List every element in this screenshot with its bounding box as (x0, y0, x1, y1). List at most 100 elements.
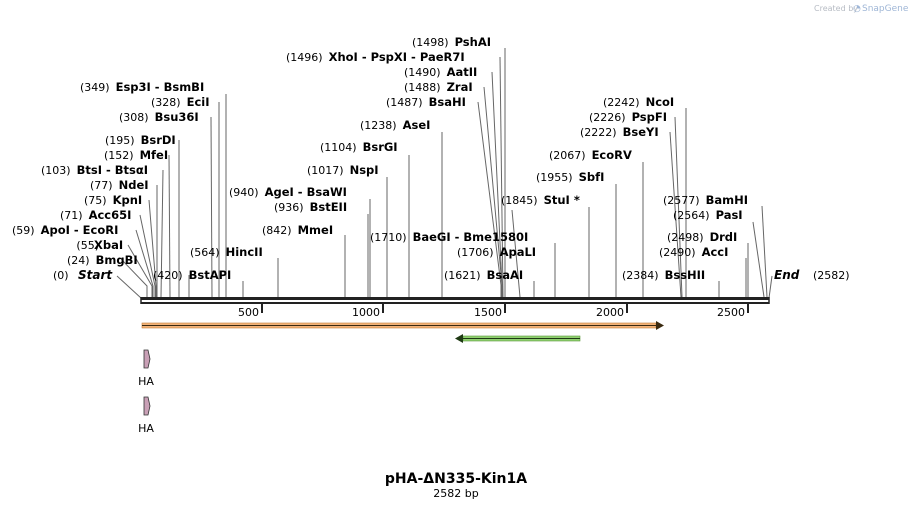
enzyme-name: StuI * (544, 193, 580, 207)
enzyme-name: BssHII (665, 268, 706, 282)
enzyme-position: (24) (67, 254, 90, 267)
svg-text:(24)BmgBI: (24) BmgBI (67, 253, 138, 267)
enzyme-position: (2222) (580, 126, 617, 139)
enzyme-name: BamHI (706, 193, 748, 207)
leader-line (674, 116, 683, 298)
svg-text:(1104)BsrGI: (1104) BsrGI (320, 140, 398, 154)
ha-feature-marker (143, 349, 151, 369)
snapgene-credit: Created by ◔ SnapGene (814, 4, 909, 14)
enzyme-name: Esp3I - BsmBI (116, 80, 205, 94)
svg-text:(1488)ZraI: (1488) ZraI (404, 80, 473, 94)
ha-feature[interactable]: HA (138, 396, 154, 435)
scale-ticks: 500 1000 1500 2000 2500 (238, 304, 749, 319)
enzyme-labels: (24) BmgBI (55) XbaI (59) ApoI - EcoRI (71… (12, 35, 748, 282)
leader-line (160, 169, 164, 298)
svg-text:(1017)NspI: (1017) NspI (307, 163, 379, 177)
enzyme-position: (936) (274, 201, 304, 214)
ha-feature-marker (143, 396, 151, 416)
svg-text:(2226)PspFI: (2226) PspFI (589, 110, 667, 124)
svg-text:(71)Acc65I: (71) Acc65I (60, 208, 131, 222)
enzyme-name: EciI (187, 95, 210, 109)
enzyme-position: (195) (105, 134, 135, 147)
svg-text:(2242)NcoI: (2242) NcoI (603, 95, 674, 109)
svg-text:(420)BstAPI: (420) BstAPI (153, 268, 231, 282)
enzyme-position: (328) (151, 96, 181, 109)
svg-text:(2498)DrdI: (2498) DrdI (667, 230, 737, 244)
enzyme-name: DrdI (710, 230, 738, 244)
enzyme-position: (2067) (549, 149, 586, 162)
enzyme-name: KpnI (113, 193, 143, 207)
enzyme-position: (77) (90, 179, 113, 192)
enzyme-name: BstEII (310, 200, 348, 214)
leader-lines (121, 48, 768, 298)
enzyme-name: BsrDI (141, 133, 176, 147)
enzyme-name: BsaAI (487, 268, 524, 282)
enzyme-name: BseYI (623, 125, 659, 139)
leader-line (752, 221, 765, 298)
enzyme-name: MfeI (140, 148, 169, 162)
enzyme-name: ApaLI (500, 245, 537, 259)
tick-label: 500 (238, 306, 259, 319)
leader-line (210, 116, 213, 298)
svg-text:(936)BstEII: (936) BstEII (274, 200, 347, 214)
enzyme-name: XbaI (94, 238, 123, 252)
svg-text:(195)BsrDI: (195) BsrDI (105, 133, 176, 147)
enzyme-name: NcoI (646, 95, 675, 109)
orange-feature-arrow[interactable] (141, 321, 664, 330)
enzyme-position: (1238) (360, 119, 397, 132)
enzyme-position: (2384) (622, 269, 659, 282)
leader-line (148, 199, 157, 297)
svg-text:(59)ApoI - EcoRI: (59) ApoI - EcoRI (12, 223, 118, 237)
svg-text:(2564)PasI: (2564) PasI (673, 208, 743, 222)
svg-text:(2222)BseYI: (2222) BseYI (580, 125, 659, 139)
end-label: End (774, 268, 800, 282)
enzyme-position: (1490) (404, 66, 441, 79)
svg-text:(1710)BaeGI - Bme1580I: (1710) BaeGI - Bme1580I (370, 230, 528, 244)
enzyme-position: (1017) (307, 164, 344, 177)
enzyme-name: AgeI - BsaWI (265, 185, 347, 199)
enzyme-name: SbfI (579, 170, 605, 184)
feature-label: HA (138, 375, 154, 388)
enzyme-position: (1621) (444, 269, 481, 282)
credit-brand: SnapGene (862, 4, 909, 14)
enzyme-position: (1487) (386, 96, 423, 109)
enzyme-position: (1955) (536, 171, 573, 184)
enzyme-position: (2498) (667, 231, 704, 244)
leader-line (499, 56, 504, 298)
plasmid-name: pHA-ΔN335-Kin1A (385, 471, 527, 487)
svg-text:(152)MfeI: (152) MfeI (104, 148, 168, 162)
svg-text:(349)Esp3I - BsmBI: (349) Esp3I - BsmBI (80, 80, 204, 94)
svg-text:(328)EciI: (328) EciI (151, 95, 210, 109)
leader-line (761, 205, 768, 298)
enzyme-position: (1496) (286, 51, 323, 64)
svg-text:(1621)BsaAI: (1621) BsaAI (444, 268, 523, 282)
enzyme-position: (2490) (659, 246, 696, 259)
enzyme-name: Bsu36I (155, 110, 199, 124)
start-label: Start (78, 268, 113, 282)
end-terminal: End (2582) (768, 268, 850, 299)
enzyme-name: BmgBI (96, 253, 138, 267)
svg-text:(2384)BssHII: (2384) BssHII (622, 268, 705, 282)
enzyme-name: HincII (226, 245, 263, 259)
enzyme-position: (1498) (412, 36, 449, 49)
credit-prefix: Created by (814, 4, 858, 13)
enzyme-name: BstAPI (189, 268, 232, 282)
enzyme-name: AseI (403, 118, 431, 132)
enzyme-name: BsrGI (363, 140, 398, 154)
svg-text:(1845)StuI *: (1845) StuI * (501, 193, 580, 207)
enzyme-name: AatII (447, 65, 478, 79)
green-feature-arrow[interactable] (455, 334, 581, 343)
tick-label: 2000 (596, 306, 624, 319)
enzyme-position: (1845) (501, 194, 538, 207)
snapgene-logo-icon: ◔ (853, 4, 861, 14)
enzyme-name: PspFI (632, 110, 667, 124)
leader-line (127, 244, 153, 297)
leader-line (135, 229, 154, 297)
enzyme-name: ApoI - EcoRI (41, 223, 119, 237)
leader-line (483, 86, 503, 297)
end-position: (2582) (813, 269, 850, 282)
ha-feature[interactable]: HA (138, 349, 154, 388)
svg-text:(2490)AccI: (2490) AccI (659, 245, 728, 259)
svg-text:(308)Bsu36I: (308) Bsu36I (119, 110, 199, 124)
